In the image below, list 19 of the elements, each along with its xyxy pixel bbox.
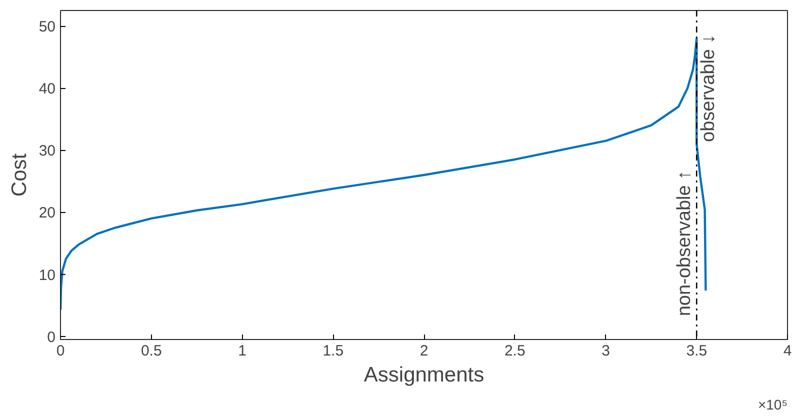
x-axis-title: Assignments <box>364 364 484 386</box>
x-tick-label: 3.5 <box>686 342 708 360</box>
x-tick-label: 4 <box>783 342 792 360</box>
x-tick-label: 2.5 <box>504 342 526 360</box>
text: ×10⁵ <box>758 396 788 412</box>
y-axis-title: Cost <box>8 153 31 197</box>
y-tick-label: 30 <box>38 142 56 160</box>
y-tick-label: 50 <box>38 18 56 36</box>
y-tick-label: 10 <box>38 266 56 284</box>
annotation: observable ↓ <box>698 34 720 142</box>
x-tick-label: 1 <box>238 342 246 360</box>
y-tick-label: 40 <box>38 80 56 98</box>
x-tick-label: 2 <box>420 342 428 360</box>
y-tick-label: 20 <box>38 204 56 222</box>
x-tick-label: 1.5 <box>322 342 344 360</box>
x-tick-label: 3 <box>602 342 610 360</box>
y-tick-label: 0 <box>47 328 56 346</box>
x-tick-label: 0.5 <box>140 342 162 360</box>
annotation: non-observable ↑ <box>674 170 696 316</box>
